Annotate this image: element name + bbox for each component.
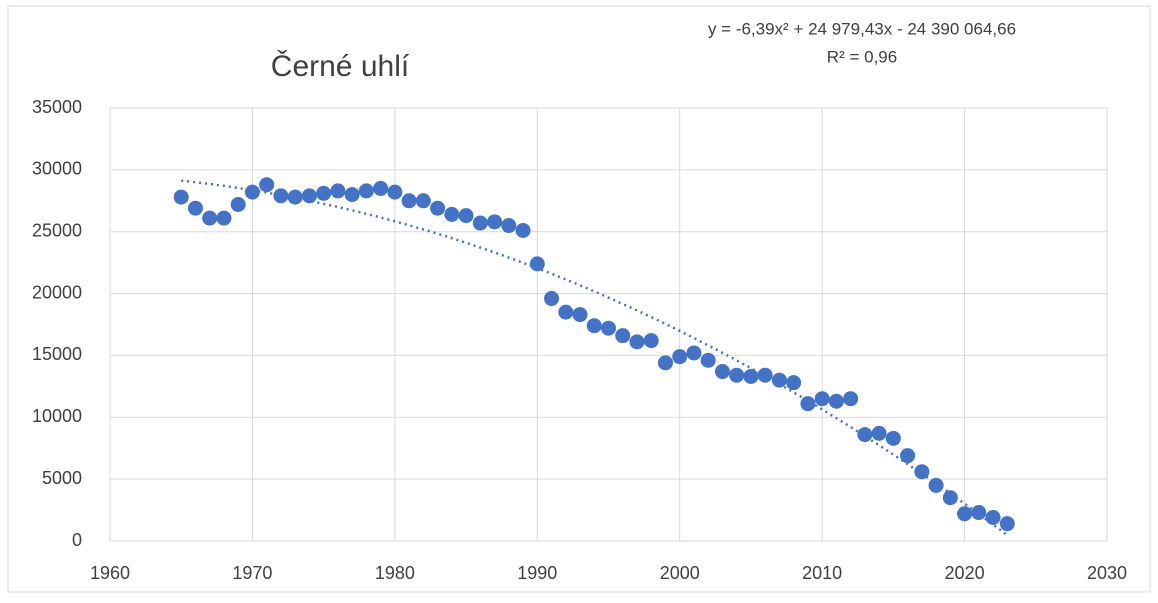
- data-point: [729, 367, 745, 383]
- data-point: [472, 215, 488, 231]
- data-point: [259, 177, 275, 193]
- data-point: [857, 427, 873, 443]
- data-point: [544, 291, 560, 307]
- y-tick-label: 20000: [32, 282, 82, 302]
- data-point: [771, 372, 787, 388]
- data-point: [900, 448, 916, 464]
- data-point: [700, 352, 716, 368]
- data-point: [415, 193, 431, 209]
- data-point: [344, 187, 360, 203]
- data-point: [316, 185, 332, 201]
- data-point: [714, 364, 730, 380]
- data-point: [558, 304, 574, 320]
- data-point: [358, 183, 374, 199]
- data-point: [800, 396, 816, 412]
- data-point: [601, 320, 616, 336]
- data-point: [657, 355, 673, 371]
- data-point: [216, 210, 232, 226]
- data-point: [843, 391, 859, 407]
- data-point: [672, 349, 688, 365]
- data-point: [173, 189, 189, 205]
- data-point: [187, 200, 203, 216]
- y-tick-label: 0: [72, 530, 82, 550]
- trendline: [181, 179, 1009, 537]
- data-point: [202, 210, 218, 226]
- data-point: [814, 391, 830, 407]
- y-tick-label: 15000: [32, 344, 82, 364]
- data-point: [928, 477, 944, 493]
- data-point: [430, 200, 446, 216]
- chart-frame: [7, 5, 1151, 593]
- data-point: [786, 375, 802, 391]
- x-tick-label: 1960: [90, 563, 130, 583]
- y-tick-label: 5000: [42, 468, 82, 488]
- data-point: [244, 184, 260, 200]
- x-tick-label: 1980: [375, 563, 415, 583]
- r-squared: R² = 0,96: [827, 47, 897, 66]
- x-tick-label: 2030: [1087, 563, 1127, 583]
- x-tick-label: 2010: [802, 563, 842, 583]
- y-tick-label: 35000: [32, 97, 82, 117]
- data-point: [373, 180, 389, 196]
- trend-equation: y = -6,39x² + 24 979,43x - 24 390 064,66: [708, 19, 1016, 38]
- x-tick-label: 2020: [945, 563, 985, 583]
- data-point: [615, 328, 631, 344]
- data-point: [686, 345, 702, 361]
- y-tick-label: 10000: [32, 406, 82, 426]
- data-point: [942, 490, 958, 506]
- data-point: [301, 188, 317, 204]
- y-tick-label: 30000: [32, 159, 82, 179]
- data-point: [230, 196, 246, 212]
- data-point: [515, 222, 531, 238]
- data-point: [529, 256, 545, 272]
- data-point: [828, 393, 844, 409]
- data-point: [643, 333, 659, 349]
- data-point: [387, 184, 403, 200]
- chart-title: Černé uhlí: [271, 49, 410, 83]
- data-point: [330, 183, 346, 199]
- data-point: [871, 425, 887, 441]
- data-point: [273, 188, 289, 204]
- data-point: [743, 368, 759, 384]
- data-point: [401, 193, 417, 209]
- y-tick-label: 25000: [32, 220, 82, 240]
- data-point: [572, 307, 588, 323]
- data-point: [971, 505, 987, 521]
- data-point: [914, 464, 930, 480]
- x-tick-label: 2000: [660, 563, 700, 583]
- data-point: [957, 506, 973, 522]
- x-tick-label: 1990: [517, 563, 557, 583]
- data-point: [985, 509, 1001, 525]
- data-point: [458, 208, 474, 224]
- data-point: [629, 334, 645, 350]
- x-tick-label: 1970: [232, 563, 272, 583]
- data-point: [501, 218, 517, 234]
- data-point: [586, 318, 602, 334]
- data-point: [999, 516, 1015, 532]
- data-point: [487, 214, 503, 230]
- data-point: [444, 206, 460, 222]
- data-point: [885, 430, 901, 446]
